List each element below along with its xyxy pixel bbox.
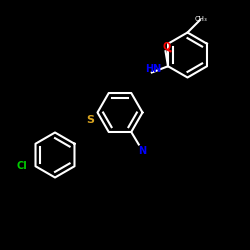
Text: O: O	[163, 42, 171, 52]
Text: HN: HN	[145, 64, 161, 74]
Text: Cl: Cl	[16, 161, 27, 171]
Text: N: N	[138, 146, 146, 156]
Text: S: S	[86, 115, 94, 125]
Text: CH₃: CH₃	[195, 16, 208, 22]
